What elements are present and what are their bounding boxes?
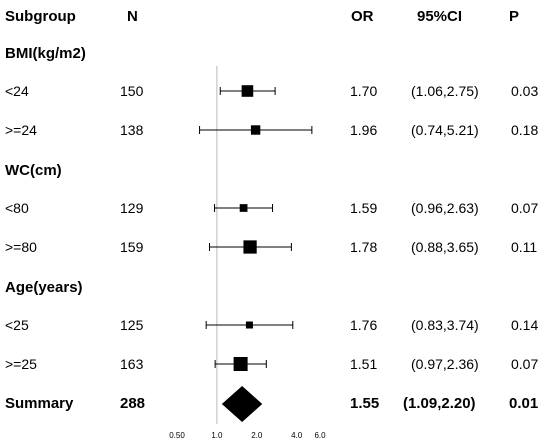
row-or: 1.59	[350, 200, 378, 216]
or-marker	[233, 357, 248, 371]
row-or: 1.70	[350, 83, 378, 99]
x-tick-label: 0.50	[169, 431, 185, 440]
row-label: <24	[5, 83, 29, 99]
row-p: 0.03	[511, 83, 539, 99]
row-p: 0.18	[511, 122, 539, 138]
row-ci: (1.06,2.75)	[411, 83, 479, 99]
row-or: 1.51	[350, 356, 378, 372]
row-n: 159	[120, 239, 144, 255]
row-p: 0.07	[511, 356, 539, 372]
summary-n: 288	[120, 395, 146, 412]
row-ci: (0.96,2.63)	[411, 200, 479, 216]
row-n: 125	[120, 317, 144, 333]
summary-ci: (1.09,2.20)	[403, 395, 476, 412]
header-or: OR	[351, 8, 374, 25]
row-ci: (0.97,2.36)	[411, 356, 479, 372]
row-label: <25	[5, 317, 29, 333]
x-tick-label: 6.0	[314, 431, 326, 440]
row-ci: (0.74,5.21)	[411, 122, 479, 138]
row-n: 163	[120, 356, 144, 372]
row-label: >=25	[5, 356, 37, 372]
row-label: >=24	[5, 122, 37, 138]
header-n: N	[127, 8, 138, 25]
or-marker	[245, 321, 253, 329]
row-or: 1.76	[350, 317, 378, 333]
or-marker	[241, 85, 254, 97]
group-label: WC(cm)	[5, 162, 62, 179]
or-marker	[250, 125, 261, 135]
row-p: 0.07	[511, 200, 539, 216]
row-or: 1.96	[350, 122, 378, 138]
x-tick-label: 2.0	[251, 431, 263, 440]
row-ci: (0.88,3.65)	[411, 239, 479, 255]
row-n: 138	[120, 122, 144, 138]
summary-p: 0.01	[509, 395, 539, 412]
group-label: Age(years)	[5, 279, 83, 296]
or-marker	[239, 204, 248, 212]
header-subgroup: Subgroup	[5, 8, 76, 25]
row-ci: (0.83,3.74)	[411, 317, 479, 333]
summary-diamond	[221, 386, 263, 422]
row-n: 129	[120, 200, 144, 216]
x-tick-label: 1.0	[211, 431, 223, 440]
group-label: BMI(kg/m2)	[5, 45, 86, 62]
row-p: 0.14	[511, 317, 539, 333]
x-tick-label: 4.0	[291, 431, 303, 440]
row-or: 1.78	[350, 239, 378, 255]
summary-or: 1.55	[350, 395, 380, 412]
row-n: 150	[120, 83, 144, 99]
row-p: 0.11	[511, 239, 538, 255]
row-label: >=80	[5, 239, 37, 255]
or-marker	[243, 240, 257, 254]
header-ci: 95%CI	[417, 8, 463, 25]
header-p: P	[509, 8, 520, 25]
row-label: <80	[5, 200, 29, 216]
summary-label: Summary	[5, 395, 74, 412]
